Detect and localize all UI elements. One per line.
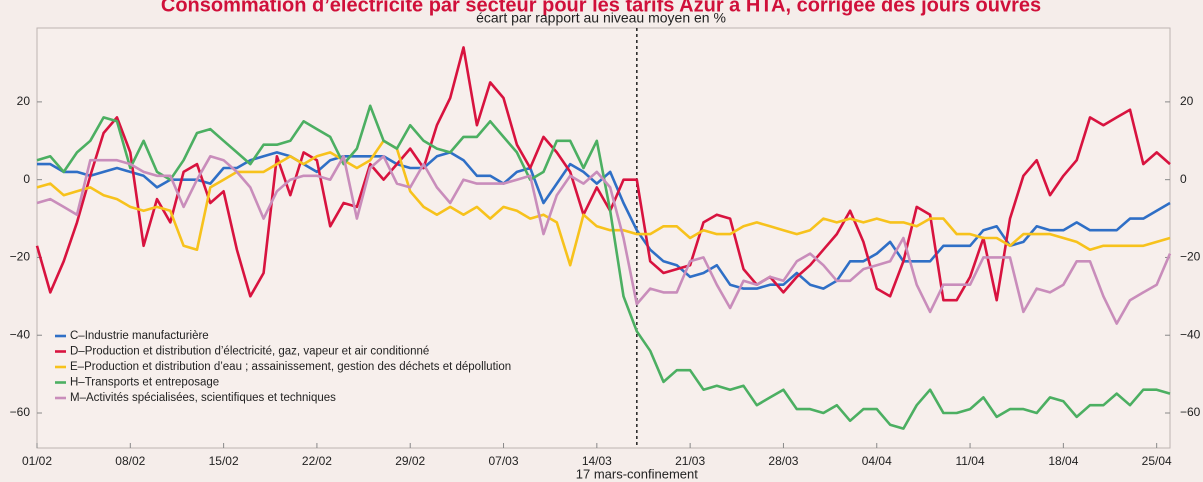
chart-subtitle: écart par rapport au niveau moyen en % <box>476 10 726 26</box>
x-tick-label: 07/03 <box>489 454 519 468</box>
y2-tick-label: −60 <box>1180 405 1201 419</box>
annotation: 17 mars-confinement <box>576 466 698 481</box>
legend-label: E–Production et distribution d’eau ; ass… <box>70 361 511 373</box>
y2-tick-label: −40 <box>1180 327 1201 341</box>
y-tick-label: −20 <box>10 250 31 264</box>
y-tick-label: −40 <box>10 327 31 341</box>
x-tick-label: 08/02 <box>115 454 145 468</box>
legend-label: C–Industrie manufacturière <box>70 330 209 342</box>
x-tick-label: 25/04 <box>1142 454 1172 468</box>
x-tick-label: 22/02 <box>302 454 332 468</box>
legend-label: D–Production et distribution d’électrici… <box>70 346 429 358</box>
chart-title: Consommation d’électricité par secteur p… <box>161 0 1041 16</box>
x-tick-label: 04/04 <box>862 454 892 468</box>
x-tick-label: 01/02 <box>22 454 52 468</box>
legend-label: H–Transports et entreposage <box>70 377 219 389</box>
y2-tick-label: −20 <box>1180 250 1201 264</box>
y2-tick-label: 0 <box>1180 172 1187 186</box>
x-tick-label: 29/02 <box>395 454 425 468</box>
series-line <box>35 46 1171 302</box>
y-tick-label: 0 <box>23 172 30 186</box>
series-line <box>36 104 1171 430</box>
y2-tick-label: 20 <box>1180 94 1194 108</box>
x-tick-label: 14/03 <box>582 454 612 468</box>
legend-label: M–Activités spécialisées, scientifiques … <box>70 392 336 404</box>
series-line <box>36 139 1171 267</box>
x-tick-label: 11/04 <box>955 454 984 468</box>
y-tick-label: 20 <box>17 94 31 108</box>
x-tick-label: 15/02 <box>209 454 239 468</box>
series-line <box>36 155 1172 325</box>
x-tick-label: 18/04 <box>1048 454 1078 468</box>
x-tick-label: 21/03 <box>675 454 705 468</box>
y-tick-label: −60 <box>10 405 31 419</box>
x-tick-label: 28/03 <box>768 454 798 468</box>
